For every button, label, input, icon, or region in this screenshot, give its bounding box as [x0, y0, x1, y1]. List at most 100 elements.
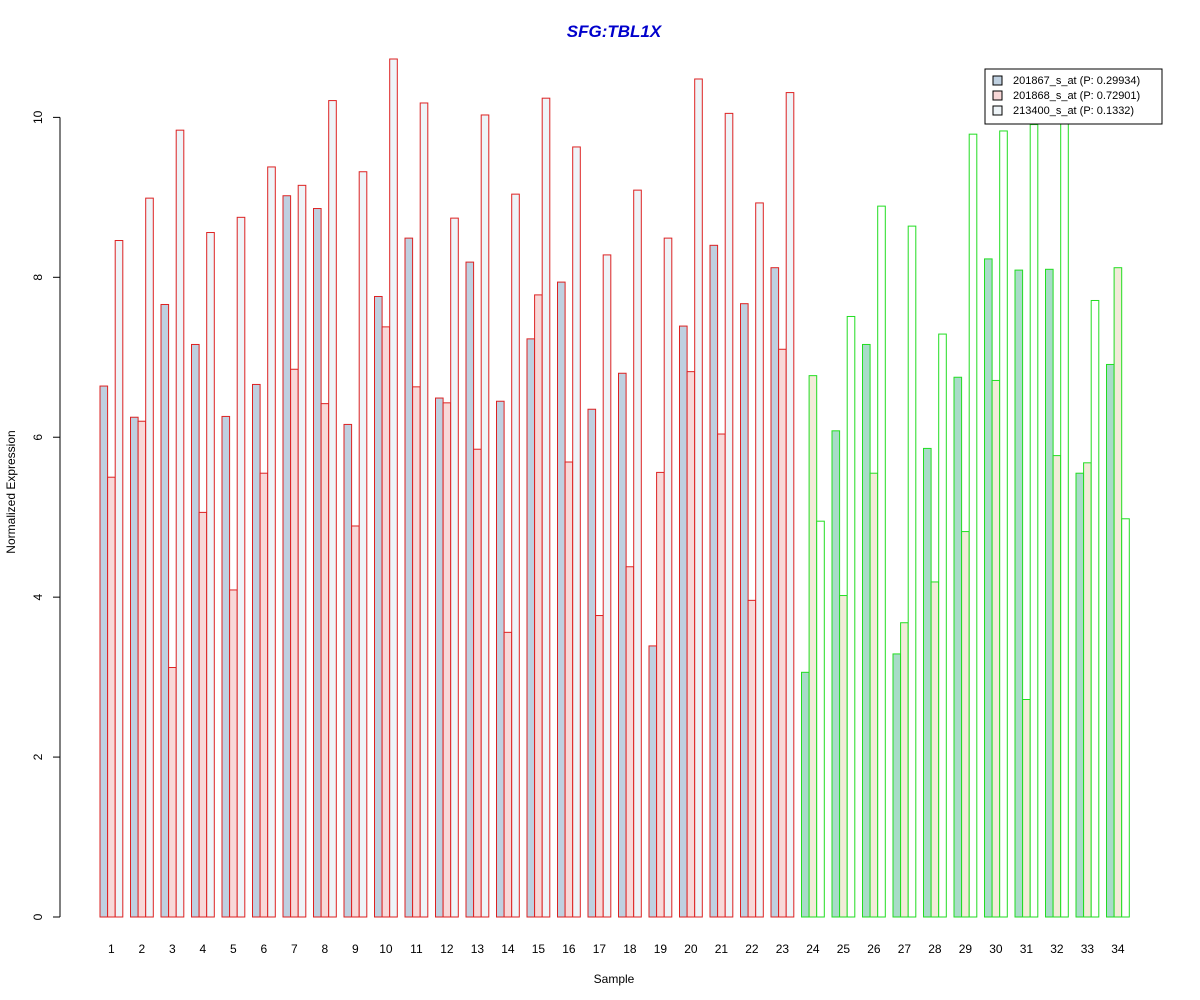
- x-tick-label: 31: [1020, 942, 1034, 956]
- bar: [633, 189, 642, 918]
- bar: [648, 645, 658, 918]
- bar: [953, 376, 963, 918]
- bar: [107, 476, 116, 918]
- bar: [961, 531, 970, 918]
- bar: [747, 599, 757, 918]
- bar: [473, 448, 482, 918]
- x-tick-label: 24: [806, 942, 820, 956]
- bar: [679, 325, 688, 918]
- bar: [229, 589, 238, 918]
- bar: [137, 420, 147, 918]
- legend-swatch: [992, 90, 1003, 101]
- bar: [892, 653, 902, 918]
- bar: [907, 225, 917, 918]
- x-tick-label: 16: [562, 942, 576, 956]
- legend-label: 213400_s_at (P: 0.1332): [1013, 105, 1134, 117]
- bar: [846, 315, 856, 918]
- x-tick-label: 17: [593, 942, 607, 956]
- bar: [991, 379, 1001, 918]
- bar: [709, 244, 719, 918]
- x-tick-label: 14: [501, 942, 515, 956]
- bar: [374, 295, 383, 918]
- bar: [816, 520, 825, 918]
- bar: [564, 461, 574, 918]
- bar: [541, 97, 551, 918]
- bar: [1029, 124, 1039, 918]
- bar: [206, 232, 215, 918]
- bar: [526, 338, 536, 918]
- y-axis: 0 2 4 6 8 10: [31, 110, 61, 920]
- bar: [587, 408, 597, 918]
- bar: [351, 525, 360, 918]
- x-tick-label: 23: [776, 942, 790, 956]
- y-tick-label: 10: [31, 110, 45, 124]
- bar: [999, 130, 1008, 918]
- bar: [282, 195, 292, 918]
- bar: [175, 129, 185, 918]
- bar: [114, 240, 124, 918]
- x-tick-label: 32: [1050, 942, 1064, 956]
- bar: [297, 184, 307, 918]
- x-tick-label: 27: [898, 942, 912, 956]
- bar: [808, 375, 818, 918]
- bar: [221, 415, 231, 918]
- x-tick-label: 6: [261, 942, 268, 956]
- bar: [1113, 267, 1123, 918]
- y-tick-label: 6: [31, 434, 45, 441]
- bar: [419, 102, 429, 918]
- bar: [930, 581, 940, 918]
- bar: [1106, 363, 1115, 918]
- y-tick-label: 4: [31, 593, 45, 600]
- bar: [389, 58, 398, 918]
- bar: [267, 166, 276, 918]
- x-tick-label: 13: [471, 942, 485, 956]
- bar: [1090, 299, 1100, 918]
- x-tick-label: 25: [837, 942, 851, 956]
- bar: [572, 146, 581, 918]
- bar: [984, 258, 993, 918]
- x-tick-label: 28: [928, 942, 942, 956]
- bar: [1060, 121, 1069, 918]
- x-tick-label: 15: [532, 942, 546, 956]
- bar: [968, 133, 978, 918]
- bar: [496, 400, 505, 918]
- bar: [450, 217, 459, 918]
- bar: [358, 171, 368, 918]
- x-tick-label: 21: [715, 942, 729, 956]
- chart-title: SFG:TBL1X: [567, 22, 663, 41]
- bar: [236, 216, 246, 918]
- bar: [877, 205, 886, 918]
- bar: [717, 433, 726, 918]
- bar: [381, 326, 391, 918]
- bar: [1045, 268, 1054, 918]
- x-tick-label: 30: [989, 942, 1003, 956]
- y-tick-label: 2: [31, 753, 45, 760]
- x-tick-label: 10: [379, 942, 393, 956]
- y-axis-label: Normalized Expression: [4, 430, 18, 553]
- bar: [663, 237, 673, 918]
- x-axis-label: Sample: [594, 972, 635, 986]
- bar: [839, 595, 848, 918]
- bar: [503, 631, 513, 918]
- bar: [557, 281, 566, 918]
- bars-group: [99, 58, 1130, 918]
- y-tick-label: 8: [31, 274, 45, 281]
- legend-label: 201867_s_at (P: 0.29934): [1013, 75, 1140, 87]
- legend-swatch: [992, 105, 1003, 116]
- x-tick-label: 33: [1081, 942, 1095, 956]
- bar: [191, 343, 200, 918]
- x-tick-label: 22: [745, 942, 759, 956]
- legend-box: [984, 68, 1163, 125]
- bar: [534, 294, 543, 918]
- bar: [198, 511, 208, 918]
- x-tick-label: 1: [108, 942, 115, 956]
- bar: [694, 78, 703, 918]
- x-tick-label: 9: [352, 942, 359, 956]
- x-tick-label: 26: [867, 942, 881, 956]
- x-tick-label: 20: [684, 942, 698, 956]
- legend-swatch: [992, 75, 1003, 86]
- bar: [801, 671, 810, 918]
- bar: [618, 372, 627, 918]
- bar: [465, 261, 475, 918]
